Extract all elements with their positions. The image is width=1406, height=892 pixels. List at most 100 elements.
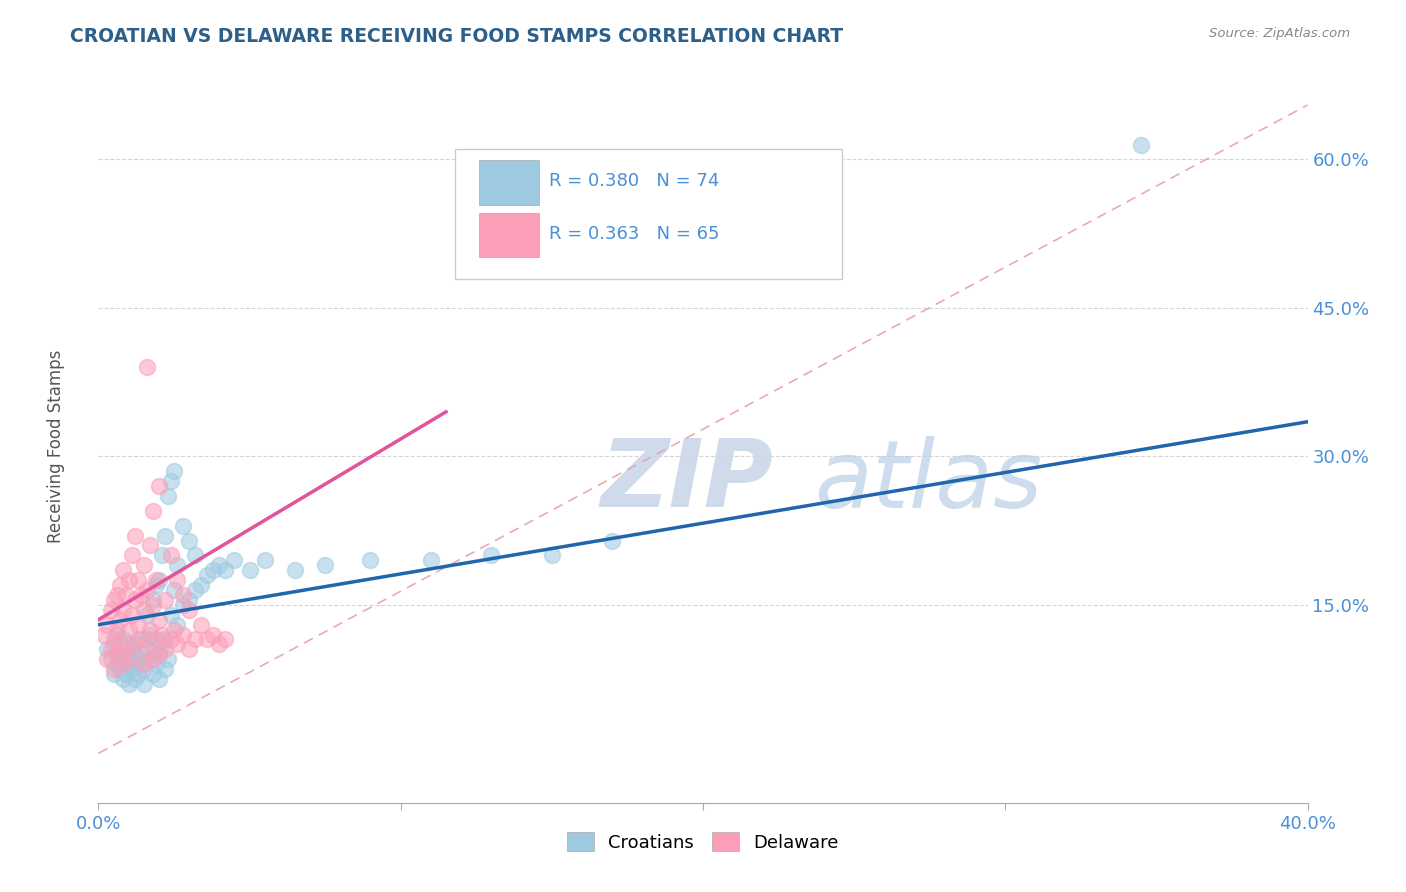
Point xyxy=(148,648,170,662)
Point xyxy=(114,667,136,681)
Point xyxy=(127,632,149,647)
FancyBboxPatch shape xyxy=(456,149,842,279)
Point xyxy=(105,588,128,602)
Point xyxy=(111,657,134,672)
Point xyxy=(132,677,155,691)
Point xyxy=(124,637,146,651)
Legend: Croatians, Delaware: Croatians, Delaware xyxy=(560,825,846,859)
Point xyxy=(135,582,157,597)
Point xyxy=(314,558,336,573)
Point xyxy=(179,593,201,607)
Point xyxy=(96,617,118,632)
Point xyxy=(179,642,201,657)
Point xyxy=(108,637,131,651)
Point xyxy=(602,533,624,548)
Point xyxy=(145,573,167,587)
Point xyxy=(148,672,170,686)
Point xyxy=(153,632,176,647)
Point xyxy=(481,549,503,563)
Text: R = 0.380   N = 74: R = 0.380 N = 74 xyxy=(550,172,720,190)
Point xyxy=(148,573,170,587)
Point xyxy=(105,657,128,672)
Point xyxy=(100,642,122,657)
Point xyxy=(142,593,165,607)
Point xyxy=(360,553,382,567)
Point xyxy=(129,588,152,602)
Point xyxy=(148,648,170,662)
Point xyxy=(105,648,128,662)
Point xyxy=(214,563,236,577)
Point xyxy=(100,603,122,617)
Point xyxy=(114,642,136,657)
Point xyxy=(195,632,218,647)
Point xyxy=(172,518,194,533)
Point xyxy=(121,607,143,622)
Point xyxy=(172,588,194,602)
Point xyxy=(100,652,122,666)
Point xyxy=(118,652,141,666)
Point xyxy=(124,593,146,607)
Point xyxy=(124,672,146,686)
Point xyxy=(179,533,201,548)
Text: Source: ZipAtlas.com: Source: ZipAtlas.com xyxy=(1209,27,1350,40)
Point xyxy=(150,637,173,651)
Point xyxy=(124,528,146,542)
Point xyxy=(132,657,155,672)
Point xyxy=(118,637,141,651)
Point xyxy=(135,642,157,657)
Point xyxy=(142,598,165,612)
Point xyxy=(184,632,207,647)
Point xyxy=(190,578,212,592)
Point xyxy=(103,662,125,676)
Point xyxy=(166,558,188,573)
Point xyxy=(156,652,179,666)
Point xyxy=(179,603,201,617)
Point xyxy=(118,657,141,672)
Point xyxy=(195,568,218,582)
Point xyxy=(142,652,165,666)
Point xyxy=(184,582,207,597)
Point xyxy=(121,549,143,563)
Text: CROATIAN VS DELAWARE RECEIVING FOOD STAMPS CORRELATION CHART: CROATIAN VS DELAWARE RECEIVING FOOD STAM… xyxy=(70,27,844,45)
Point xyxy=(163,464,186,478)
Point xyxy=(132,662,155,676)
Point xyxy=(142,504,165,518)
Point xyxy=(118,677,141,691)
Point xyxy=(150,627,173,641)
Point xyxy=(121,642,143,657)
Point xyxy=(129,632,152,647)
Text: ZIP: ZIP xyxy=(600,435,773,527)
Point xyxy=(160,474,183,488)
Point xyxy=(150,549,173,563)
Point xyxy=(156,489,179,503)
Point xyxy=(202,627,225,641)
Point xyxy=(124,648,146,662)
Point xyxy=(132,603,155,617)
Point xyxy=(118,623,141,637)
Point xyxy=(142,667,165,681)
Text: Receiving Food Stamps: Receiving Food Stamps xyxy=(48,350,65,542)
Point xyxy=(148,613,170,627)
Point xyxy=(148,479,170,493)
Point xyxy=(111,563,134,577)
Point xyxy=(153,662,176,676)
Point xyxy=(166,617,188,632)
Point xyxy=(208,637,231,651)
Point xyxy=(540,549,562,563)
Point xyxy=(224,553,246,567)
Point xyxy=(145,632,167,647)
Point xyxy=(103,632,125,647)
Point xyxy=(111,603,134,617)
Point xyxy=(114,588,136,602)
Point xyxy=(153,593,176,607)
Point xyxy=(93,627,115,641)
Point xyxy=(160,607,183,622)
Point xyxy=(139,539,162,553)
Point xyxy=(105,623,128,637)
Point xyxy=(1130,137,1153,152)
Point xyxy=(135,360,157,375)
Point xyxy=(127,667,149,681)
Point xyxy=(132,558,155,573)
Point xyxy=(420,553,443,567)
Point xyxy=(108,578,131,592)
